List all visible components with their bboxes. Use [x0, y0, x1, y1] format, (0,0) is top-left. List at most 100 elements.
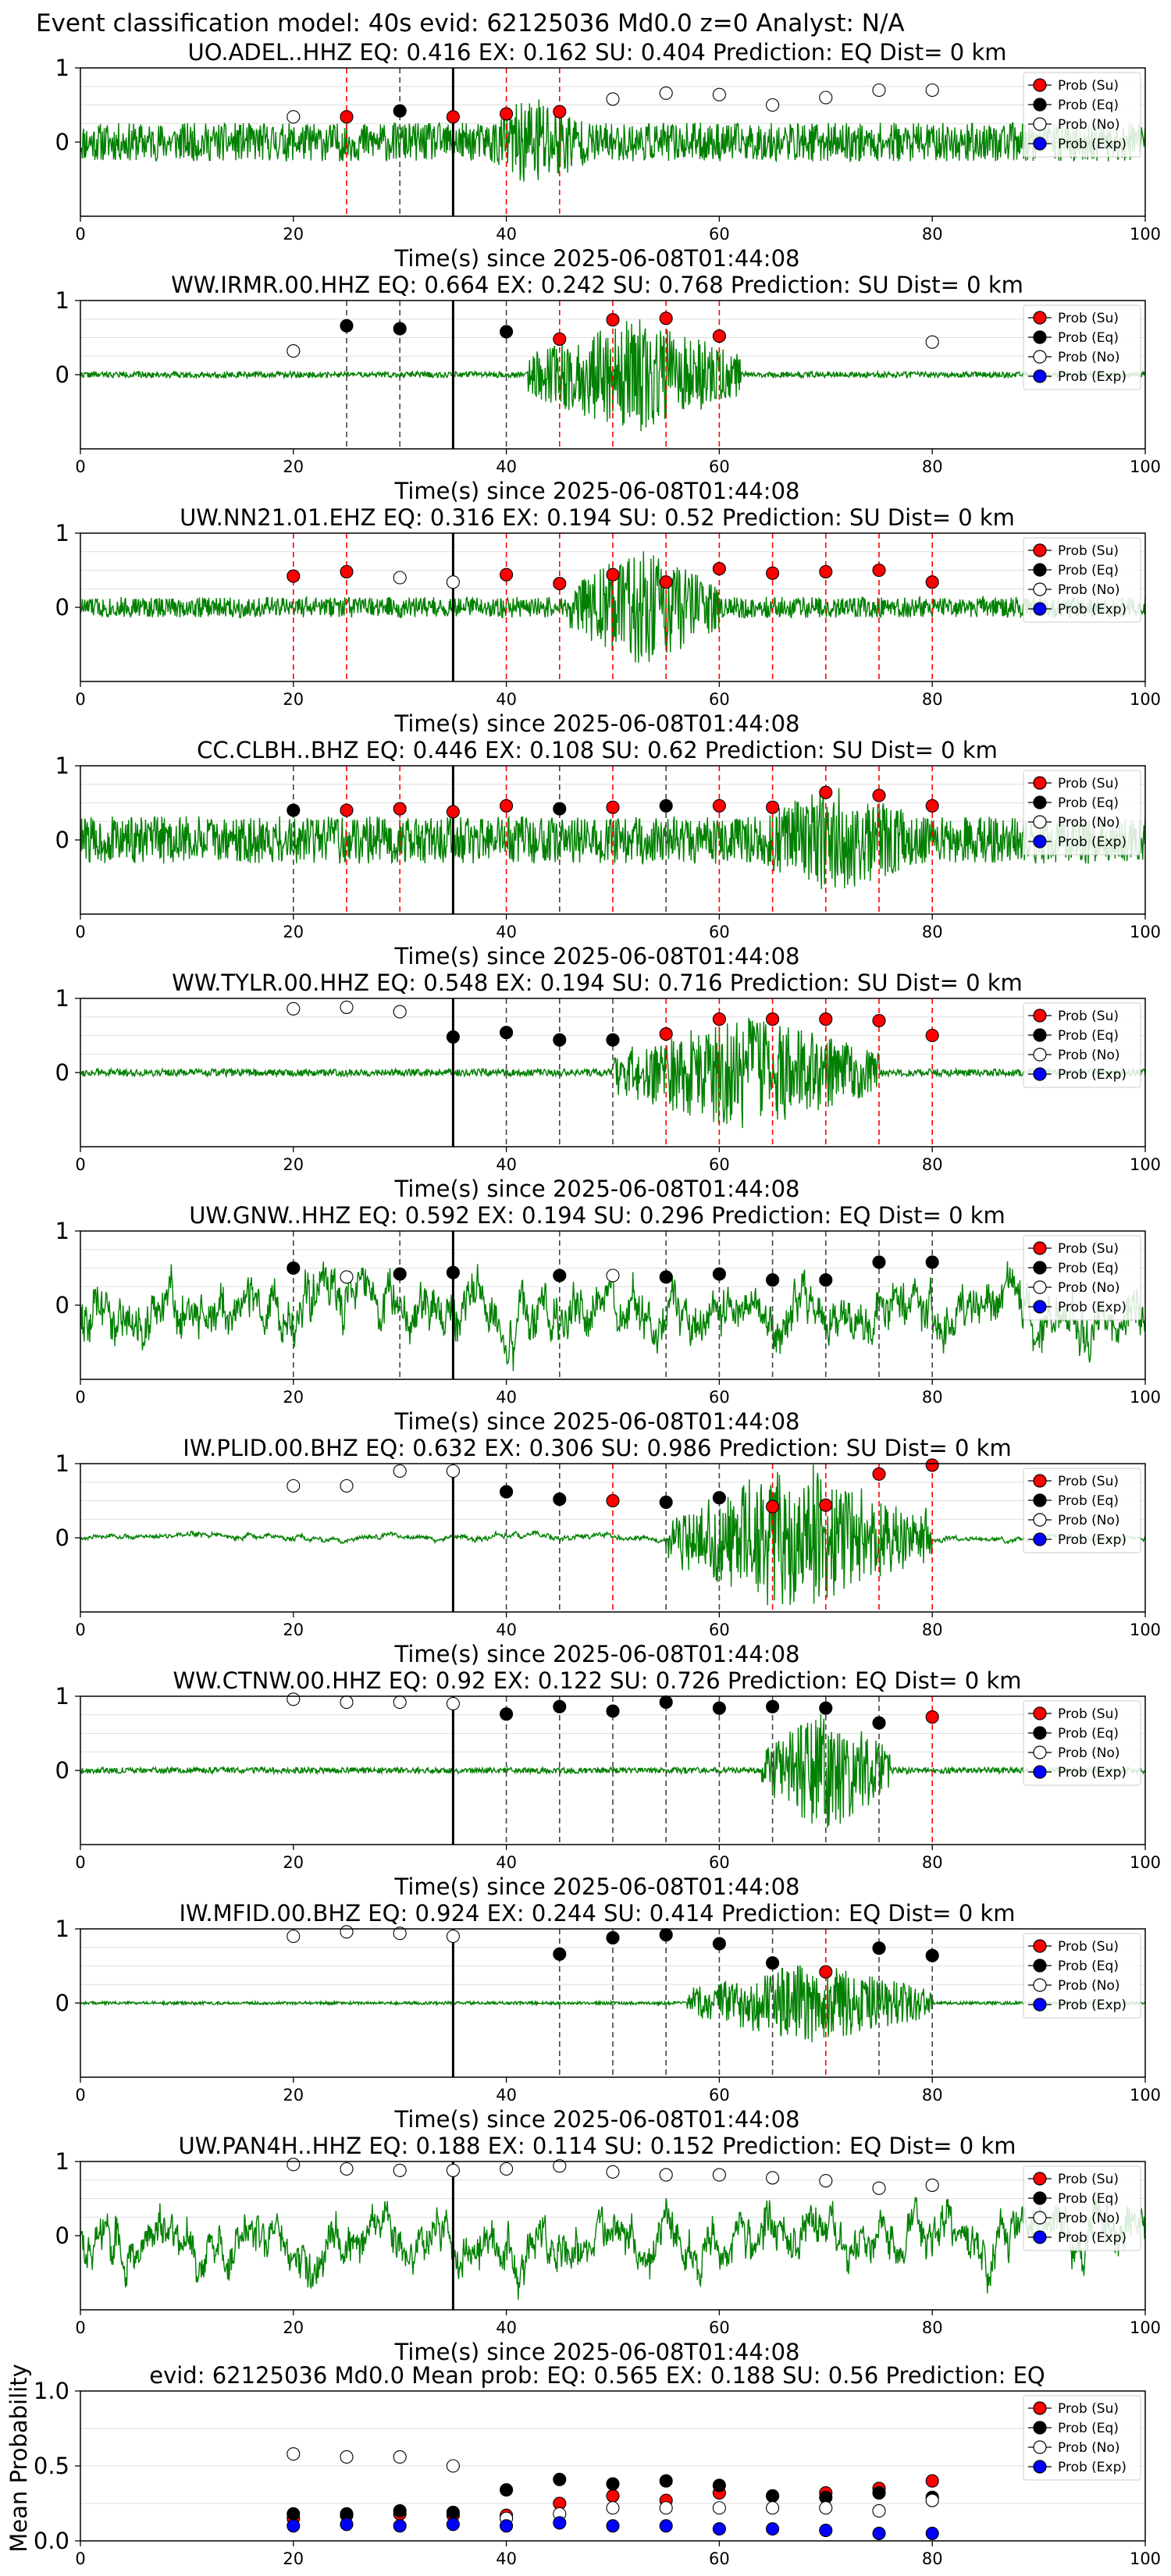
x-axis-label: Time(s) since 2025-06-08T01:44:08	[394, 1873, 800, 1900]
legend-label-exp: Prob (Exp)	[1058, 1532, 1127, 1548]
prob-point-su	[925, 1028, 939, 1043]
prob-point-su	[766, 1500, 780, 1514]
prob-point-eq	[659, 1495, 673, 1509]
mean-title: evid: 62125036 Md0.0 Mean prob: EQ: 0.56…	[149, 2362, 1045, 2389]
mean-point-no	[819, 2501, 833, 2515]
prob-point-no	[446, 1696, 460, 1711]
legend-marker-eq	[1033, 330, 1047, 344]
x-axis-label: Time(s) since 2025-06-08T01:44:08	[394, 1176, 800, 1202]
x-tick-label: 80	[922, 1388, 943, 1407]
legend-frame	[1023, 72, 1141, 158]
mean-point-exp	[925, 2526, 939, 2540]
prob-point-no	[393, 571, 407, 585]
mean-legend: Prob (Su) Prob (Eq) Prob (No) Prob (Exp)	[1023, 2395, 1141, 2481]
prob-point-eq	[446, 1265, 460, 1279]
x-tick-label: 0	[75, 2318, 85, 2337]
y-tick-label: 1.0	[34, 2378, 69, 2404]
prob-point-no	[766, 2171, 780, 2185]
legend-label-su: Prob (Su)	[1058, 2401, 1119, 2417]
prob-point-su	[819, 1498, 833, 1512]
legend-label-exp: Prob (Exp)	[1058, 1067, 1127, 1083]
legend-marker-no	[1033, 1745, 1047, 1759]
legend-marker-exp	[1033, 1532, 1047, 1546]
prob-point-su	[659, 311, 673, 326]
legend: Prob (Su) Prob (Eq) Prob (No) Prob (Exp)	[1023, 1700, 1141, 1786]
legend-label-su: Prob (Su)	[1058, 78, 1119, 94]
legend-frame	[1023, 304, 1141, 390]
x-tick-label: 40	[496, 457, 517, 476]
panel-title: CC.CLBH..BHZ EQ: 0.446 EX: 0.108 SU: 0.6…	[197, 737, 998, 763]
x-tick-label: 100	[1130, 690, 1161, 709]
prob-point-no	[925, 335, 939, 349]
x-tick-label: 20	[283, 457, 304, 476]
prob-point-no	[712, 2168, 726, 2182]
prob-point-su	[500, 799, 514, 813]
x-tick-label: 60	[709, 1853, 730, 1872]
legend-marker-eq	[1033, 1028, 1047, 1042]
mean-point-no	[872, 2504, 886, 2518]
prob-point-eq	[659, 799, 673, 813]
panel-8: IW.MFID.00.BHZ EQ: 0.924 EX: 0.244 SU: 0…	[55, 1900, 1162, 2133]
x-tick-label: 0	[75, 923, 85, 941]
legend-marker-no	[1033, 582, 1047, 596]
waveform-trace	[80, 319, 1145, 432]
y-tick-label: 1	[55, 2148, 69, 2175]
legend-label-eq: Prob (Eq)	[1058, 563, 1119, 578]
prob-point-no	[872, 83, 886, 98]
waveform-trace	[80, 2197, 1145, 2300]
prob-point-eq	[766, 1956, 780, 1970]
legend-label-eq: Prob (Eq)	[1058, 1028, 1119, 1044]
mean-point-no	[340, 2450, 354, 2464]
mean-point-no	[393, 2450, 407, 2464]
legend-label-eq: Prob (Eq)	[1058, 330, 1119, 346]
prob-point-su	[819, 1965, 833, 1979]
legend-marker-su	[1033, 1706, 1047, 1720]
prob-point-no	[340, 1478, 354, 1493]
legend-marker-no	[1033, 1513, 1047, 1527]
prob-point-eq	[766, 1273, 780, 1287]
prob-point-su	[766, 566, 780, 580]
mean-point-exp	[766, 2522, 780, 2536]
legend-label-no: Prob (No)	[1058, 815, 1120, 831]
prob-point-no	[766, 98, 780, 112]
legend-label-su: Prob (Su)	[1058, 2172, 1119, 2187]
prob-point-su	[553, 577, 567, 591]
x-tick-label: 60	[709, 2086, 730, 2105]
y-tick-label: 0	[55, 361, 69, 388]
mean-point-eq	[553, 2472, 567, 2486]
x-tick-label: 80	[922, 457, 943, 476]
y-tick-label: 0	[55, 1059, 69, 1086]
prob-point-no	[659, 2168, 673, 2182]
mean-point-exp	[819, 2524, 833, 2538]
legend-frame	[1023, 1235, 1141, 1321]
prob-point-eq	[287, 1261, 301, 1276]
prob-point-no	[393, 1927, 407, 1941]
prob-point-no	[446, 2163, 460, 2177]
x-axis-label: Time(s) since 2025-06-08T01:44:08	[394, 1641, 800, 1667]
prob-point-no	[925, 83, 939, 98]
x-tick-label: 40	[496, 690, 517, 709]
y-tick-label: 1	[55, 287, 69, 314]
prob-point-eq	[500, 1707, 514, 1721]
legend-marker-su	[1033, 543, 1047, 557]
legend-marker-no	[1033, 1978, 1047, 1992]
legend-label-no: Prob (No)	[1058, 582, 1120, 598]
prob-point-eq	[500, 325, 514, 339]
prob-point-su	[712, 799, 726, 813]
prob-point-no	[287, 2158, 301, 2172]
y-tick-label: 0	[55, 129, 69, 155]
prob-point-no	[606, 1268, 620, 1283]
mean-panel: evid: 62125036 Md0.0 Mean prob: EQ: 0.56…	[5, 2362, 1161, 2568]
x-tick-label: 20	[283, 923, 304, 941]
prob-point-su	[606, 568, 620, 582]
legend-marker-eq	[1033, 98, 1047, 112]
legend-marker-no	[1033, 2211, 1047, 2225]
mean-point-su	[606, 2489, 620, 2503]
prob-point-eq	[393, 104, 407, 118]
x-tick-label: 60	[709, 2318, 730, 2337]
legend-marker-eq	[1033, 1959, 1047, 1973]
x-tick-label: 20	[283, 2086, 304, 2105]
legend-marker-exp	[1033, 2230, 1047, 2244]
panel-title: WW.CTNW.00.HHZ EQ: 0.92 EX: 0.122 SU: 0.…	[173, 1667, 1021, 1694]
